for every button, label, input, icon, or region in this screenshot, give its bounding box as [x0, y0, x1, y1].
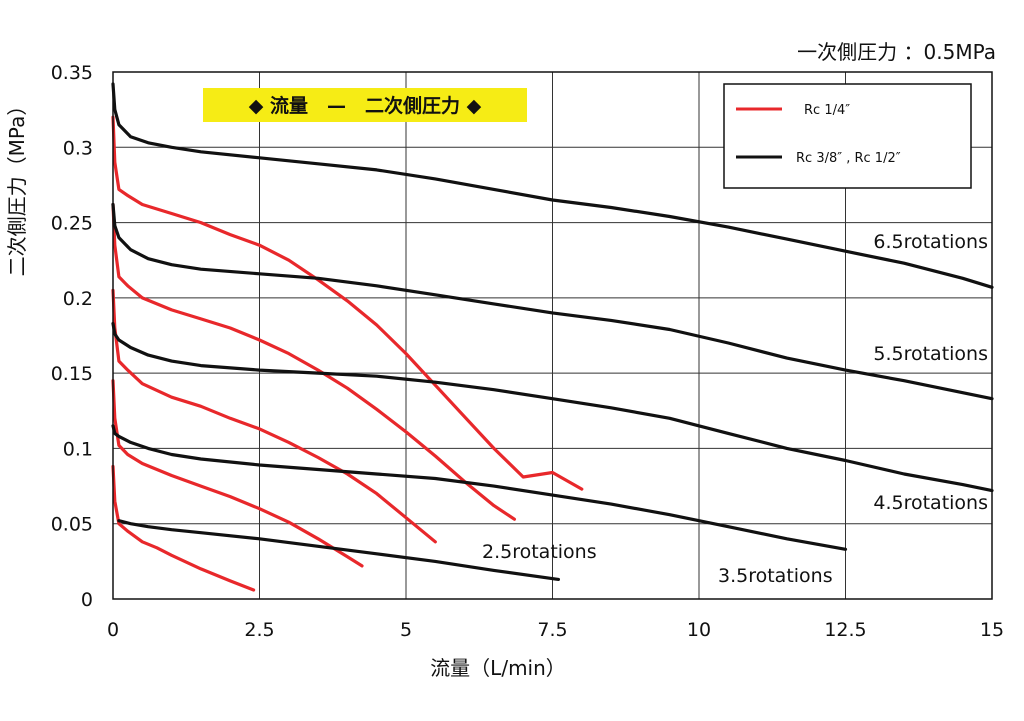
x-tick-label: 0	[107, 619, 119, 641]
condition-label: 一次側圧力 ：0.5MPa	[797, 40, 996, 64]
y-tick-label: 0.25	[51, 213, 93, 235]
y-tick-label: 0	[81, 589, 93, 611]
x-tick-labels: 0 2.5 5 7.5 10 12.5 15	[107, 619, 1004, 641]
series-line-rc38-rc12-5	[111, 82, 994, 289]
x-tick-label: 5	[400, 619, 412, 641]
y-tick-label: 0.1	[63, 438, 93, 460]
series-group	[111, 82, 994, 592]
legend-box	[723, 83, 972, 189]
x-tick-label: 2.5	[244, 619, 274, 641]
legend-label-rc38-rc12: Rc 3/8″ , Rc 1/2″	[796, 151, 901, 166]
title-banner	[203, 88, 527, 122]
series-line-rc14-1	[111, 202, 517, 521]
y-axis-title: 二次側圧力（MPa）	[5, 96, 29, 277]
series-line-rc38-rc12-8	[111, 424, 848, 551]
x-axis-title: 流量（L/min）	[430, 656, 566, 680]
y-tick-labels: 0 0.05 0.1 0.15 0.2 0.25 0.3 0.35	[51, 62, 93, 611]
plot-frame	[112, 71, 993, 600]
y-tick-label: 0.2	[63, 288, 93, 310]
y-tick-label: 0.05	[51, 514, 93, 536]
chart-title: ◆ 流量 — 二次側圧力 ◆	[249, 94, 482, 117]
legend-label-rc14: Rc 1/4″	[804, 103, 850, 118]
series-line-rc14-3	[111, 379, 364, 568]
x-tick-label: 7.5	[537, 619, 567, 641]
x-tick-label: 15	[980, 619, 1004, 641]
y-tick-label: 0.3	[63, 137, 93, 159]
series-line-rc38-rc12-9	[117, 519, 561, 582]
x-tick-label: 10	[687, 619, 711, 641]
rotation-label-5-5: 5.5rotations	[873, 343, 988, 365]
series-line-rc14-2	[111, 288, 437, 544]
rotation-label-3-5: 3.5rotations	[718, 565, 833, 587]
y-tick-label: 0.35	[51, 62, 93, 84]
series-line-rc14-4	[111, 464, 256, 592]
rotation-label-6-5: 6.5rotations	[873, 231, 988, 253]
series-line-rc14-0	[111, 115, 584, 491]
rotation-label-4-5: 4.5rotations	[873, 492, 988, 514]
rotation-label-2-5: 2.5rotations	[482, 541, 597, 563]
y-tick-label: 0.15	[51, 363, 93, 385]
series-line-rc38-rc12-6	[111, 202, 994, 401]
series-line-rc38-rc12-7	[111, 321, 994, 493]
x-tick-label: 12.5	[824, 619, 866, 641]
